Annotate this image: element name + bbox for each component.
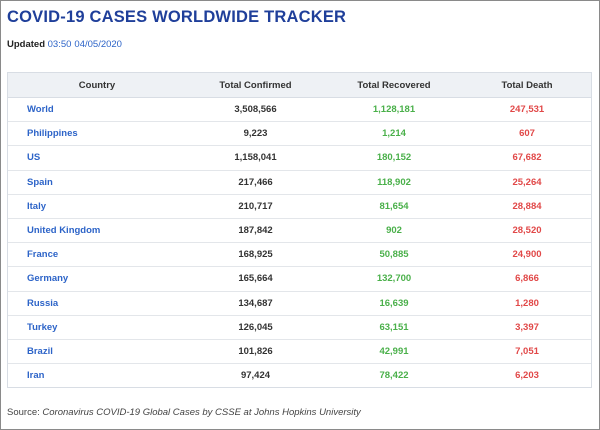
death-cell: 607 <box>463 121 591 147</box>
recovered-cell: 16,639 <box>325 291 463 316</box>
recovered-cell: 81,654 <box>325 194 463 219</box>
recovered-cell: 1,128,181 <box>325 97 463 123</box>
recovered-cell: 118,902 <box>325 170 463 195</box>
death-cell: 3,397 <box>463 315 591 340</box>
table-header-row: Country Total Confirmed Total Recovered … <box>8 73 591 98</box>
country-cell[interactable]: Spain <box>8 170 186 195</box>
death-cell: 6,866 <box>463 266 591 292</box>
confirmed-cell: 165,664 <box>186 266 325 292</box>
cases-table: Country Total Confirmed Total Recovered … <box>8 73 591 387</box>
table-row: Philippines 9,223 1,214 607 <box>8 121 591 147</box>
table-row: United Kingdom 187,842 902 28,520 <box>8 218 591 244</box>
death-cell: 247,531 <box>463 97 591 123</box>
recovered-cell: 132,700 <box>325 266 463 292</box>
death-cell: 6,203 <box>515 370 539 382</box>
updated-timestamp: Updated 03:50 04/05/2020 <box>7 39 125 50</box>
death-cell: 24,900 <box>463 242 591 268</box>
confirmed-cell: 9,223 <box>186 121 325 147</box>
cases-table-container: Country Total Confirmed Total Recovered … <box>7 72 592 389</box>
recovered-cell: 50,885 <box>325 242 463 268</box>
confirmed-cell: 97,424 <box>240 370 271 382</box>
table-row: Iran 97,424 78,422 6,203 <box>8 364 591 388</box>
confirmed-cell: 187,842 <box>186 218 325 244</box>
country-cell[interactable]: Italy <box>8 194 186 219</box>
country-cell[interactable]: Germany <box>8 266 186 292</box>
confirmed-cell: 101,826 <box>186 339 325 365</box>
confirmed-cell: 1,158,041 <box>186 145 325 171</box>
country-cell[interactable]: Philippines <box>8 121 186 147</box>
table-row: US 1,158,041 180,152 67,682 <box>8 145 591 171</box>
header-total-death: Total Death <box>463 73 591 98</box>
death-cell: 7,051 <box>463 339 591 365</box>
page-title: COVID-19 CASES WORLDWIDE TRACKER <box>7 8 347 26</box>
country-cell[interactable]: Russia <box>8 291 186 316</box>
recovered-cell: 63,151 <box>325 315 463 340</box>
confirmed-cell: 3,508,566 <box>186 97 325 123</box>
death-cell: 1,280 <box>463 291 591 316</box>
source-prefix: Source: <box>7 407 40 418</box>
country-cell[interactable]: France <box>8 242 186 268</box>
country-cell[interactable]: Brazil <box>8 339 186 365</box>
header-total-confirmed: Total Confirmed <box>186 73 325 98</box>
header-total-recovered: Total Recovered <box>325 73 463 98</box>
confirmed-cell: 134,687 <box>186 291 325 316</box>
death-cell: 28,884 <box>463 194 591 219</box>
death-cell: 28,520 <box>463 218 591 244</box>
confirmed-cell: 217,466 <box>186 170 325 195</box>
country-cell[interactable]: US <box>8 145 186 171</box>
country-cell[interactable]: Iran <box>27 370 45 382</box>
updated-date: 04/05/2020 <box>74 39 122 50</box>
recovered-cell: 42,991 <box>325 339 463 365</box>
table-row: Spain 217,466 118,902 25,264 <box>8 170 591 195</box>
table-row: Germany 165,664 132,700 6,866 <box>8 266 591 292</box>
updated-time-date: 03:50 04/05/2020 <box>48 39 125 50</box>
death-cell: 67,682 <box>463 145 591 171</box>
country-cell[interactable]: United Kingdom <box>8 218 186 244</box>
table-row: World 3,508,566 1,128,181 247,531 <box>8 97 591 123</box>
recovered-cell: 902 <box>325 218 463 244</box>
table-row: Russia 134,687 16,639 1,280 <box>8 291 591 316</box>
recovered-cell: 1,214 <box>325 121 463 147</box>
country-cell[interactable]: World <box>8 97 186 123</box>
header-country: Country <box>8 73 186 98</box>
recovered-cell: 78,422 <box>379 370 409 382</box>
confirmed-cell: 126,045 <box>186 315 325 340</box>
table-row: Brazil 101,826 42,991 7,051 <box>8 339 591 365</box>
death-cell: 25,264 <box>463 170 591 195</box>
updated-time: 03:50 <box>47 39 72 50</box>
source-note: Source: Coronavirus COVID-19 Global Case… <box>7 407 361 418</box>
confirmed-cell: 168,925 <box>186 242 325 268</box>
updated-label: Updated <box>7 39 45 50</box>
country-cell[interactable]: Turkey <box>8 315 186 340</box>
recovered-cell: 180,152 <box>325 145 463 171</box>
confirmed-cell: 210,717 <box>186 194 325 219</box>
table-row: Italy 210,717 81,654 28,884 <box>8 194 591 219</box>
source-text: Coronavirus COVID-19 Global Cases by CSS… <box>42 407 361 418</box>
table-row: Turkey 126,045 63,151 3,397 <box>8 315 591 340</box>
table-row: France 168,925 50,885 24,900 <box>8 242 591 268</box>
